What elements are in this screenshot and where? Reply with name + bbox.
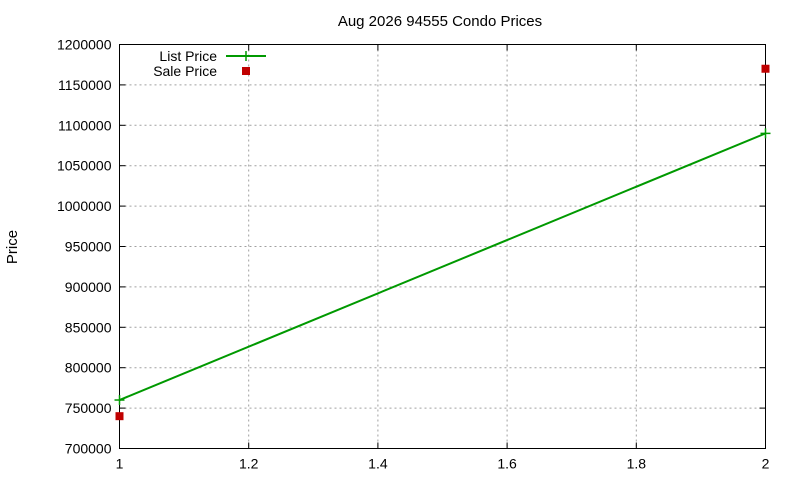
x-tick-label: 1 bbox=[116, 456, 124, 472]
x-tick-label: 1.8 bbox=[627, 456, 647, 472]
sale-price-point bbox=[115, 412, 124, 421]
y-tick-label: 800000 bbox=[65, 360, 112, 376]
plot-frame bbox=[119, 44, 766, 449]
y-tick-label: 1150000 bbox=[58, 77, 112, 93]
legend-marker-list-price bbox=[241, 51, 251, 61]
legend-marker-sale-price bbox=[242, 67, 250, 75]
x-tick-label: 2 bbox=[762, 456, 770, 472]
sale-price-point bbox=[761, 64, 770, 73]
y-tick-label: 1200000 bbox=[57, 37, 112, 53]
x-tick-label: 1.2 bbox=[239, 456, 259, 472]
x-tick-label: 1.4 bbox=[368, 456, 388, 472]
y-tick-label: 900000 bbox=[65, 279, 112, 295]
y-tick-label: 750000 bbox=[65, 400, 112, 416]
series-layer bbox=[114, 64, 771, 421]
y-axis-label: Price bbox=[4, 230, 21, 264]
tick-labels: 700000 750000 800000 850000 900000 950000 1000… bbox=[57, 37, 770, 472]
legend-label-sale-price: Sale Price bbox=[153, 63, 217, 79]
x-tick-label: 1.6 bbox=[497, 456, 517, 472]
y-tick-label: 850000 bbox=[65, 319, 112, 335]
list-price-point bbox=[114, 395, 125, 406]
y-tick-label: 950000 bbox=[65, 239, 112, 255]
y-tick-label: 1100000 bbox=[58, 117, 112, 133]
list-price-line bbox=[119, 132, 766, 401]
y-tick-label: 1000000 bbox=[57, 198, 112, 214]
list-price-point bbox=[760, 128, 771, 139]
y-tick-label: 700000 bbox=[65, 441, 112, 457]
legend-label-list-price: List Price bbox=[159, 48, 217, 64]
y-tick-label: 1050000 bbox=[57, 158, 112, 174]
grid bbox=[119, 44, 766, 449]
chart-title: Aug 2026 94555 Condo Prices bbox=[338, 13, 542, 30]
